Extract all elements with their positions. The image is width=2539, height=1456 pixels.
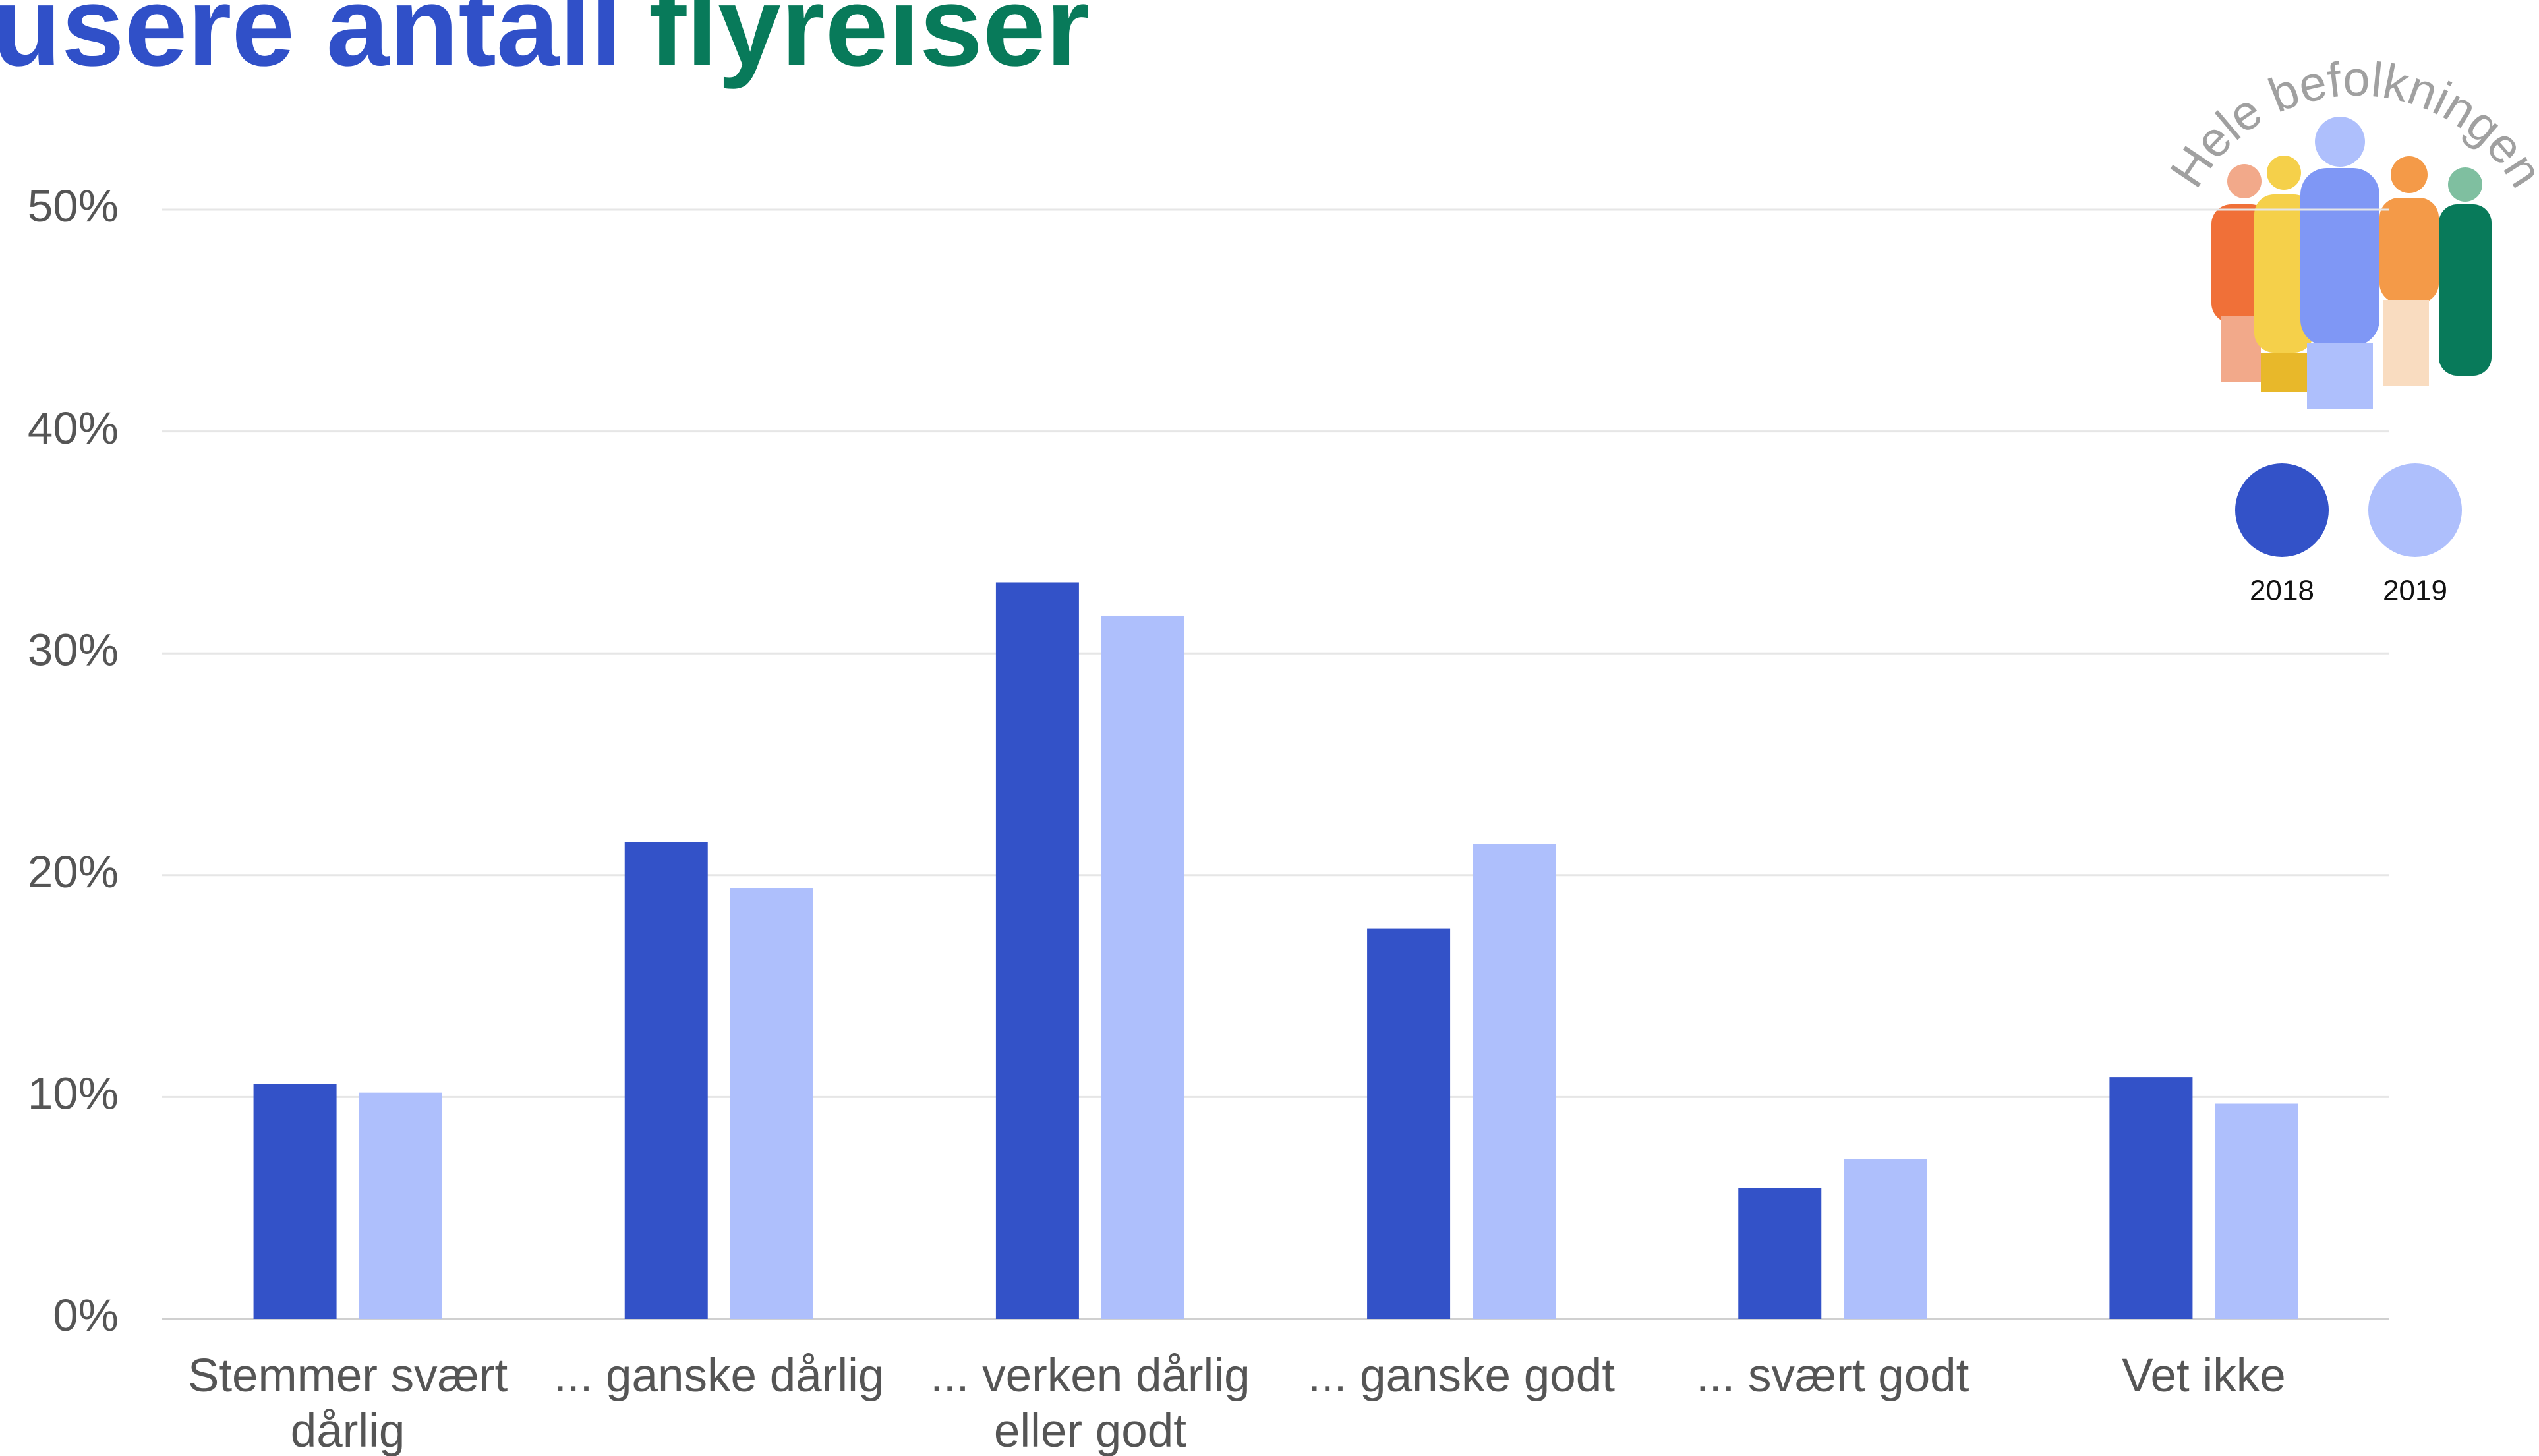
people-illustration bbox=[2211, 117, 2492, 409]
bar bbox=[253, 1084, 337, 1319]
legend-swatch bbox=[2235, 463, 2329, 557]
x-tick-label: ... verken dårlig eller godt bbox=[930, 1350, 1250, 1456]
x-tick-label: ... ganske dårlig bbox=[554, 1350, 885, 1402]
x-tick-label: ... svært godt bbox=[1696, 1350, 1970, 1402]
x-tick-label: Stemmer svært dårlig bbox=[187, 1350, 508, 1456]
bar bbox=[1738, 1188, 1822, 1319]
legend-label: 2018 bbox=[2250, 575, 2314, 607]
legend-label: 2019 bbox=[2383, 575, 2447, 607]
y-tick-label: 40% bbox=[28, 403, 119, 453]
bar bbox=[1473, 844, 1556, 1319]
y-tick-label: 10% bbox=[28, 1068, 119, 1119]
bar bbox=[1101, 615, 1184, 1319]
x-tick-label: ... ganske godt bbox=[1308, 1350, 1615, 1402]
y-tick-label: 0% bbox=[53, 1290, 119, 1341]
bar bbox=[995, 582, 1079, 1319]
y-tick-label: 20% bbox=[28, 846, 119, 897]
legend-swatch bbox=[2368, 463, 2462, 557]
y-tick-label: 30% bbox=[28, 624, 119, 675]
bar bbox=[624, 842, 708, 1319]
bar bbox=[2109, 1077, 2193, 1319]
bar bbox=[730, 888, 813, 1319]
bar bbox=[359, 1092, 442, 1319]
title-part: usere antall bbox=[0, 0, 622, 90]
chart-title: usere antall flyreiser bbox=[0, 0, 1090, 90]
y-tick-label: 50% bbox=[28, 181, 119, 231]
x-tick-label: Vet ikke bbox=[2122, 1350, 2286, 1402]
title-part: flyreiser bbox=[649, 0, 1090, 90]
bar bbox=[2215, 1103, 2298, 1319]
bar bbox=[1844, 1159, 1927, 1319]
bar bbox=[1367, 928, 1451, 1319]
